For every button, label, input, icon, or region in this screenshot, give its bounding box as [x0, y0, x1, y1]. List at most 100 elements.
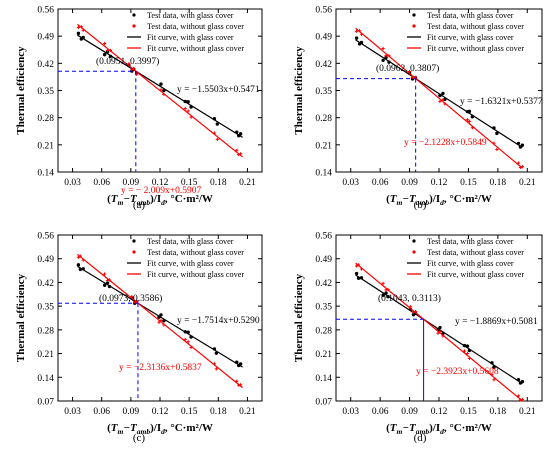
x-tick-label: 0.12 — [152, 407, 169, 417]
x-tick-label: 0.03 — [64, 178, 81, 188]
x-axis-label-part: ( — [107, 193, 111, 205]
legend-label: Fit curve, without glass cover — [427, 270, 524, 279]
x-axis-label-part: , °C·m²/W — [444, 193, 492, 205]
test-point-with-cover — [238, 132, 243, 136]
fit-line-without-cover — [355, 27, 523, 169]
x-axis-label-part: , °C·m²/W — [165, 422, 213, 434]
test-point-without-cover — [381, 281, 385, 286]
test-point-without-cover — [135, 299, 139, 303]
y-axis-label: Thermal efficiency — [15, 273, 27, 362]
test-point-with-cover — [467, 348, 472, 353]
x-tick-label: 0.06 — [93, 407, 110, 417]
test-point-with-cover — [492, 126, 496, 130]
test-point-without-cover — [215, 137, 219, 141]
test-point-with-cover — [76, 31, 81, 36]
x-axis-label-part: , °C·m²/W — [165, 193, 213, 205]
x-axis-label-part: ( — [386, 193, 390, 205]
test-point-without-cover — [436, 331, 440, 335]
test-point-without-cover — [133, 300, 137, 304]
test-point-without-cover — [413, 309, 418, 314]
test-point-without-cover — [518, 165, 523, 169]
test-point-with-cover — [441, 91, 445, 96]
test-point-with-cover — [159, 82, 163, 86]
test-point-with-cover — [465, 344, 470, 348]
intersection-label: (0.0951, 0.3997) — [96, 56, 159, 67]
x-axis-label-part: d — [161, 427, 165, 436]
fit-line-with-cover — [355, 39, 523, 149]
x-axis-label-part: T — [390, 193, 398, 205]
legend-marker — [412, 239, 416, 243]
legend-label: Test data, with glass cover — [427, 237, 514, 246]
test-point-with-cover — [186, 100, 190, 104]
x-axis-label-part: ( — [386, 422, 390, 434]
x-axis-label-part: T — [111, 422, 119, 434]
x-tick-label: 0.06 — [372, 407, 389, 417]
test-point-with-cover — [189, 335, 193, 339]
x-axis-label-part: amb — [416, 198, 430, 207]
test-point-with-cover — [490, 361, 494, 365]
test-point-without-cover — [387, 54, 391, 58]
test-point-without-cover — [78, 254, 82, 258]
test-point-with-cover — [384, 55, 388, 60]
chart-panel-a: 0.14 0.21 0.28 0.35 0.42 0.49 0.56 0.03 0.06 0.09… — [15, 6, 263, 211]
test-point-without-cover — [183, 106, 187, 111]
y-tick-label: 0.07 — [37, 398, 54, 408]
y-tick-label: 0.42 — [37, 60, 54, 70]
x-tick-label: 0.06 — [372, 178, 389, 188]
test-point-without-cover — [183, 337, 187, 341]
test-point-with-cover — [76, 263, 81, 267]
test-point-without-cover — [384, 54, 388, 58]
legend-marker — [132, 250, 136, 254]
test-point-without-cover — [516, 161, 521, 165]
x-axis-label-part: m — [118, 198, 124, 207]
test-point-without-cover — [237, 152, 241, 157]
y-tick-label: 0.56 — [315, 6, 332, 16]
test-point-with-cover — [384, 291, 388, 295]
test-point-without-cover — [212, 131, 216, 135]
x-tick-label: 0.03 — [64, 407, 81, 417]
test-point-with-cover — [520, 379, 525, 384]
y-axis-label: Thermal efficiency — [15, 46, 27, 135]
x-axis-label: (Tm−Tamb)/Id, °C·m²/W — [107, 193, 213, 207]
y-tick-label: 0.21 — [315, 350, 332, 360]
x-axis-label-part: T — [390, 422, 398, 434]
test-point-without-cover — [81, 258, 85, 262]
chart-panel-b: 0.14 0.21 0.28 0.35 0.42 0.49 0.56 0.03 0.06 0.09… — [293, 6, 543, 212]
x-tick-label: 0.03 — [342, 407, 359, 417]
test-point-without-cover — [495, 147, 499, 152]
test-point-without-cover — [76, 25, 80, 30]
test-point-without-cover — [189, 115, 193, 119]
legend-label: Fit curve, without glass cover — [147, 270, 244, 279]
y-tick-label: 0.14 — [37, 374, 54, 384]
test-point-without-cover — [359, 32, 364, 36]
test-point-without-cover — [490, 373, 494, 377]
test-point-with-cover — [354, 271, 359, 276]
test-point-without-cover — [386, 287, 390, 292]
x-tick-label: 0.15 — [460, 178, 477, 188]
fit-line-without-cover — [77, 23, 243, 158]
y-tick-label: 0.42 — [315, 279, 332, 289]
test-point-without-cover — [407, 69, 412, 74]
legend-marker — [132, 13, 136, 17]
y-tick-label: 0.49 — [315, 255, 332, 265]
test-point-with-cover — [81, 35, 85, 40]
legend-label: Test data, without glass cover — [427, 248, 524, 257]
panel-caption: (d) — [414, 432, 427, 444]
x-tick-label: 0.09 — [401, 407, 418, 417]
test-point-without-cover — [159, 88, 163, 92]
x-tick-label: 0.12 — [152, 178, 169, 188]
test-point-without-cover — [130, 295, 134, 299]
test-point-with-cover — [107, 284, 112, 289]
y-tick-label: 0.21 — [315, 141, 332, 151]
x-axis-label: (Tm−Tamb)/Id, °C·m²/W — [386, 193, 492, 207]
test-point-with-cover — [443, 97, 447, 102]
x-tick-label: 0.12 — [431, 178, 448, 188]
legend-label: Test data, with glass cover — [147, 11, 234, 20]
y-tick-label: 0.35 — [37, 87, 54, 97]
x-axis-label-part: m — [397, 198, 403, 207]
x-tick-label: 0.21 — [239, 178, 256, 188]
test-point-without-cover — [465, 118, 470, 122]
y-tick-label: 0.28 — [37, 326, 54, 336]
legend-label: Fit curve, with glass cover — [147, 33, 234, 42]
